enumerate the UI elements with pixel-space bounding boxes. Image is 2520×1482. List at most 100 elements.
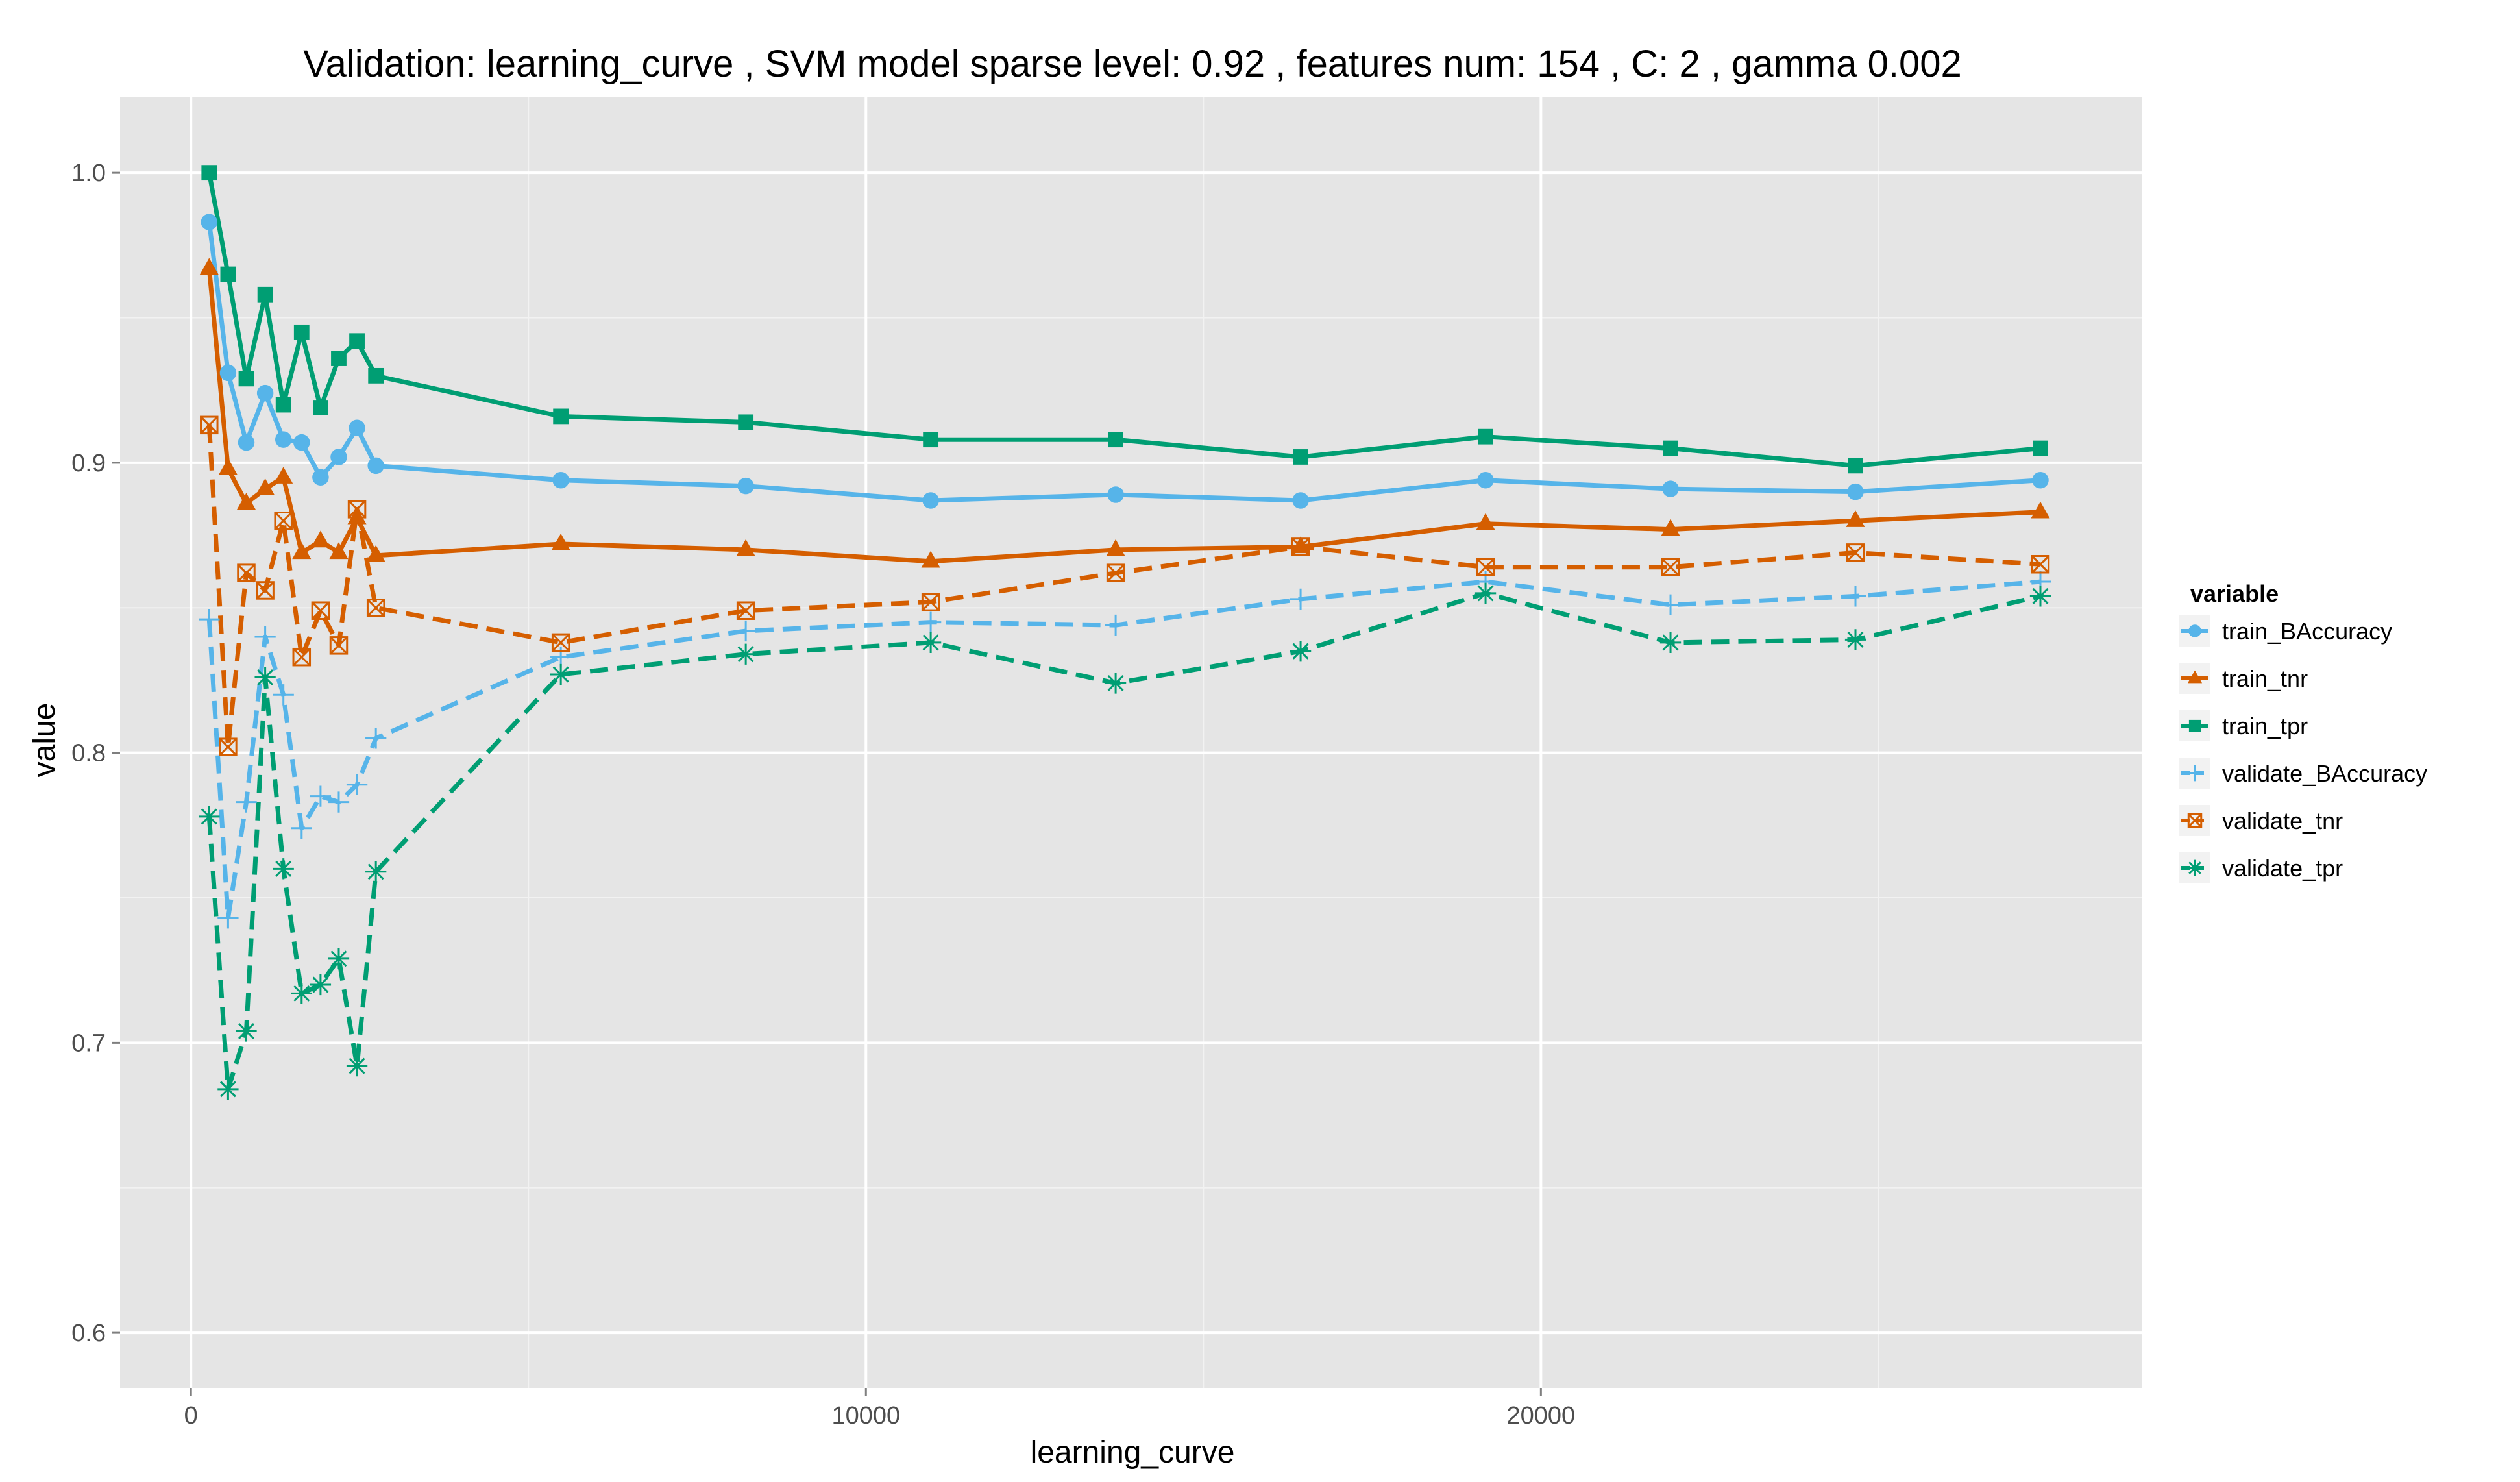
legend-label: train_tpr xyxy=(2222,713,2308,739)
data-point-validate_BAccuracy xyxy=(1659,594,1682,615)
minor-gridlines xyxy=(120,97,2142,1388)
data-point-validate_tnr xyxy=(256,581,275,600)
data-point-train_tpr xyxy=(293,324,310,340)
data-point-train_tnr xyxy=(2031,501,2050,519)
data-point-validate_tpr xyxy=(273,858,294,880)
data-point-validate_tpr xyxy=(1105,673,1127,694)
data-point-train_tpr xyxy=(1293,449,1308,465)
data-point-train_tpr xyxy=(349,333,365,349)
y-tick-label: 0.8 xyxy=(71,740,106,767)
data-point-validate_tpr xyxy=(328,948,350,969)
data-point-train_tnr xyxy=(274,467,293,484)
data-point-validate_tnr xyxy=(219,737,238,756)
data-point-validate_tpr xyxy=(365,861,387,882)
data-point-train_BAccuracy xyxy=(922,492,939,509)
data-point-validate_tpr xyxy=(346,1055,368,1077)
data-point-validate_tnr xyxy=(1661,558,1680,576)
y-tick-label: 0.7 xyxy=(71,1030,106,1057)
data-point-train_tnr xyxy=(366,545,385,562)
data-point-validate_tnr xyxy=(329,636,349,655)
data-point-validate_tpr xyxy=(217,1078,239,1100)
data-point-train_tpr xyxy=(238,371,254,387)
major-gridlines xyxy=(120,97,2142,1388)
y-tick-label: 0.9 xyxy=(71,450,106,477)
data-point-train_BAccuracy xyxy=(349,419,365,437)
data-point-train_tpr xyxy=(312,400,328,415)
legend-label: validate_tnr xyxy=(2222,808,2343,834)
data-point-validate_tpr xyxy=(199,806,220,828)
plot-panel xyxy=(120,97,2142,1388)
legend-item: validate_tpr xyxy=(2179,852,2343,883)
data-point-train_tpr xyxy=(1848,458,1863,474)
series-points xyxy=(199,165,2051,1100)
chart-title: Validation: learning_curve , SVM model s… xyxy=(303,43,1962,85)
data-point-validate_tnr xyxy=(736,601,755,620)
data-point-train_tpr xyxy=(257,286,273,303)
data-point-train_tpr xyxy=(738,414,754,430)
data-point-validate_tpr xyxy=(735,643,757,665)
data-point-train_BAccuracy xyxy=(238,434,255,451)
data-point-train_BAccuracy xyxy=(219,364,237,382)
data-point-validate_tnr xyxy=(1106,563,1125,582)
data-point-validate_tnr xyxy=(1476,558,1495,576)
data-point-train_BAccuracy xyxy=(1107,486,1124,503)
data-point-train_tnr xyxy=(347,507,367,525)
data-point-train_tnr xyxy=(1106,539,1125,556)
data-point-validate_BAccuracy xyxy=(273,684,294,706)
data-point-train_tnr xyxy=(1661,519,1680,536)
legend-item: train_BAccuracy xyxy=(2179,615,2392,647)
data-point-validate_BAccuracy xyxy=(254,626,276,648)
data-point-validate_BAccuracy xyxy=(365,728,387,749)
data-point-validate_BAccuracy xyxy=(310,785,332,807)
data-point-validate_tpr xyxy=(254,667,276,688)
data-point-train_tnr xyxy=(236,493,256,510)
data-point-validate_tnr xyxy=(2031,555,2050,574)
data-point-validate_BAccuracy xyxy=(1290,588,1312,610)
data-point-train_BAccuracy xyxy=(312,469,329,486)
data-point-validate_BAccuracy xyxy=(291,817,312,839)
data-point-validate_tnr xyxy=(921,593,940,611)
data-point-validate_BAccuracy xyxy=(735,620,757,642)
legend-key-marker xyxy=(2188,624,2201,637)
data-point-validate_tpr xyxy=(1659,632,1682,654)
legend-item: train_tpr xyxy=(2179,710,2308,741)
data-point-train_BAccuracy xyxy=(367,457,384,475)
y-axis-title: value xyxy=(27,703,62,778)
data-point-train_tpr xyxy=(1108,432,1123,448)
data-point-validate_tpr xyxy=(920,632,942,654)
legend-key-marker xyxy=(2186,765,2203,782)
y-tick-label: 0.6 xyxy=(71,1320,106,1347)
data-point-train_BAccuracy xyxy=(1847,483,1864,500)
data-point-validate_BAccuracy xyxy=(328,791,350,813)
data-point-train_tpr xyxy=(275,397,291,413)
data-point-validate_tnr xyxy=(366,599,385,617)
data-point-validate_tpr xyxy=(550,663,572,685)
data-point-train_tnr xyxy=(199,258,219,275)
legend-label: train_tnr xyxy=(2222,665,2308,692)
data-point-train_BAccuracy xyxy=(293,434,310,451)
data-point-train_tpr xyxy=(1478,428,1493,445)
x-tick-label: 20000 xyxy=(1507,1402,1576,1429)
data-point-validate_tpr xyxy=(2029,586,2051,607)
data-point-validate_tpr xyxy=(236,1020,257,1042)
legend-label: validate_tpr xyxy=(2222,855,2343,882)
legend-key-marker xyxy=(2186,859,2203,876)
data-point-validate_BAccuracy xyxy=(920,611,942,633)
legend: variable train_BAccuracy train_tnr train_t… xyxy=(2179,580,2427,883)
data-point-train_tnr xyxy=(292,542,312,560)
data-point-train_BAccuracy xyxy=(256,384,274,402)
data-point-validate_tnr xyxy=(274,511,293,530)
data-point-validate_BAccuracy xyxy=(1844,586,1866,607)
x-axis: 0 10000 20000 xyxy=(184,1388,1576,1429)
data-point-validate_tpr xyxy=(310,974,332,996)
data-point-validate_tnr xyxy=(551,633,570,652)
data-point-train_tpr xyxy=(220,266,236,282)
data-point-train_tpr xyxy=(201,165,217,181)
y-axis: 0.6 0.7 0.8 0.9 1.0 xyxy=(71,160,120,1347)
data-point-validate_tnr xyxy=(311,601,330,620)
data-point-train_tpr xyxy=(553,408,569,425)
legend-key-marker xyxy=(2187,670,2203,684)
legend-key-marker xyxy=(2188,719,2201,732)
y-tick-label: 1.0 xyxy=(71,160,106,187)
